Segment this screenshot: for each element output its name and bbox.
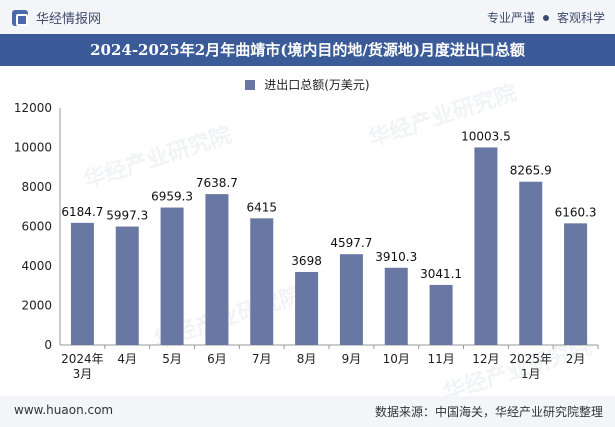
- y-tick-label: 4000: [21, 259, 52, 273]
- bar: [339, 254, 363, 345]
- bar: [115, 226, 139, 345]
- separator-dot-icon: [542, 14, 549, 21]
- chart-legend: 进出口总额(万美元): [0, 76, 615, 93]
- x-tick-label: 12月: [472, 352, 499, 366]
- bar: [295, 271, 319, 345]
- bar: [564, 223, 588, 345]
- footer-site-link[interactable]: www.huaon.com: [14, 403, 114, 417]
- chart-title: 2024-2025年2月年曲靖市(境内目的地/货源地)月度进出口总额: [0, 34, 615, 66]
- bar: [70, 222, 94, 345]
- legend-label: 进出口总额(万美元): [264, 78, 370, 92]
- x-tick-label: 6月: [207, 352, 227, 366]
- footer: www.huaon.com 数据来源：中国海关，华经产业研究院整理: [0, 396, 615, 427]
- bar: [250, 218, 274, 345]
- data-label: 6160.3: [555, 205, 597, 219]
- bar: [429, 284, 453, 345]
- x-tick-label: 5月: [162, 352, 182, 366]
- bar: [205, 194, 229, 345]
- legend-swatch: [245, 80, 256, 90]
- x-tick-label: 2月: [566, 352, 586, 366]
- data-label: 3910.3: [375, 250, 417, 264]
- y-tick-label: 10000: [14, 141, 52, 155]
- data-label: 6959.3: [151, 190, 193, 204]
- x-tick-label: 2025年 1月: [509, 352, 552, 381]
- data-label: 10003.5: [461, 129, 511, 143]
- footer-source: 数据来源：中国海关，华经产业研究院整理: [374, 405, 603, 419]
- data-label: 5997.3: [106, 209, 148, 223]
- x-tick-label: 8月: [297, 352, 317, 366]
- x-tick-label: 4月: [117, 352, 137, 366]
- y-tick-label: 2000: [21, 299, 52, 313]
- y-tick-label: 12000: [14, 101, 52, 115]
- bar: [474, 147, 498, 345]
- bar: [519, 181, 543, 345]
- data-label: 3698: [291, 254, 322, 268]
- bar: [384, 267, 408, 345]
- y-tick-label: 8000: [21, 180, 52, 194]
- x-tick-label: 11月: [427, 352, 454, 366]
- data-label: 4597.7: [330, 236, 372, 250]
- brand-name: 华经情报网: [36, 12, 102, 27]
- x-tick-label: 9月: [342, 352, 362, 366]
- data-label: 6184.7: [61, 205, 103, 219]
- data-label: 8265.9: [510, 164, 552, 178]
- brand[interactable]: 华经情报网: [12, 8, 101, 27]
- brand-logo-icon: [12, 9, 28, 26]
- y-tick-label: 6000: [21, 220, 52, 234]
- data-label: 7638.7: [196, 176, 238, 190]
- x-tick-label: 7月: [252, 352, 272, 366]
- header-tags: 专业严谨 客观科学: [487, 9, 605, 26]
- tag-objective: 客观科学: [556, 11, 605, 25]
- data-label: 6415: [246, 200, 277, 214]
- top-bar: 华经情报网 专业严谨 客观科学: [0, 0, 615, 34]
- bar: [160, 207, 184, 345]
- y-tick-label: 0: [44, 338, 52, 352]
- x-tick-label: 2024年 3月: [61, 352, 104, 381]
- data-label: 3041.1: [420, 267, 462, 281]
- tag-professional: 专业严谨: [486, 11, 535, 25]
- x-tick-label: 10月: [383, 352, 410, 366]
